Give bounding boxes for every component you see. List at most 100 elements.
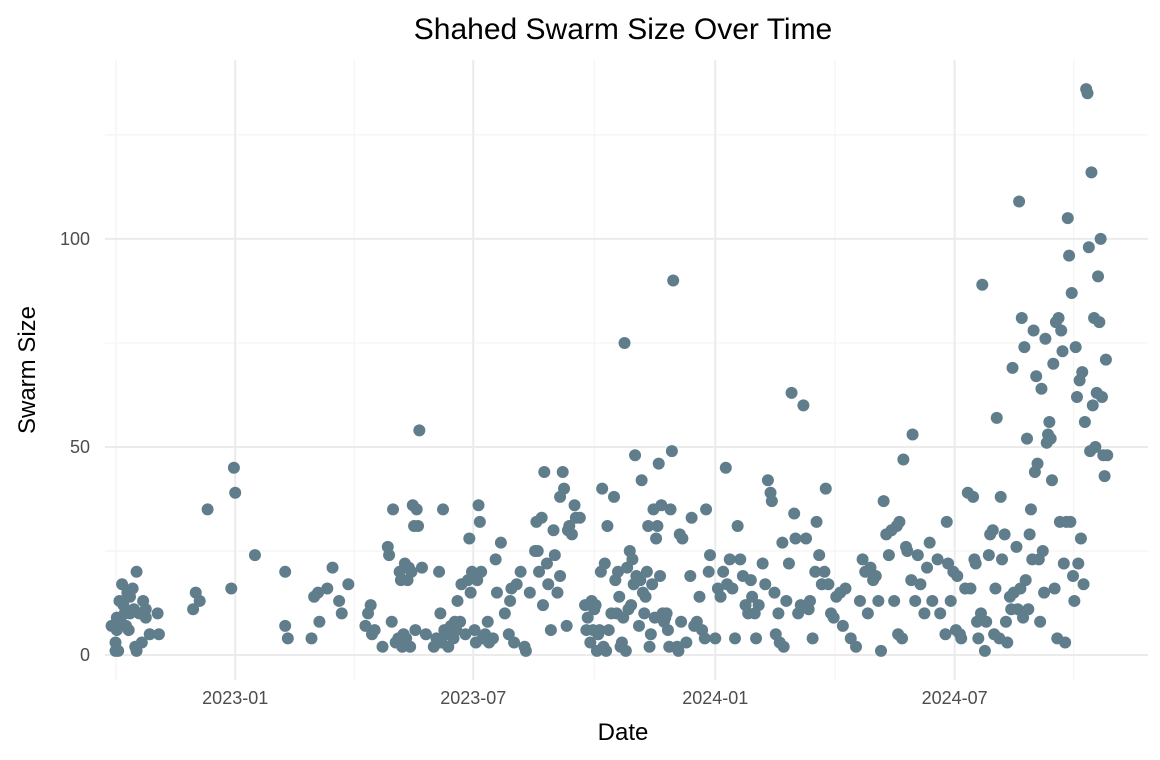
data-point [685, 511, 698, 524]
data-point [1061, 212, 1074, 225]
data-point [1001, 636, 1014, 649]
data-point [1064, 515, 1077, 528]
data-point [923, 536, 936, 549]
data-point [1101, 449, 1114, 462]
data-point [934, 607, 947, 620]
data-point [1031, 457, 1044, 470]
data-point [655, 499, 668, 512]
data-point [714, 590, 727, 603]
data-point [964, 582, 977, 595]
data-point [978, 644, 991, 657]
data-point [143, 628, 156, 641]
data-point [994, 490, 1007, 503]
data-point [1018, 341, 1031, 354]
data-point [684, 569, 697, 582]
data-point [672, 644, 685, 657]
data-point [385, 615, 398, 628]
data-point [1098, 470, 1111, 483]
x-tick-label: 2024-01 [682, 688, 748, 708]
data-point [734, 553, 747, 566]
data-point [584, 636, 597, 649]
data-point [596, 482, 609, 495]
data-point [618, 336, 631, 349]
data-point [893, 515, 906, 528]
data-point [593, 624, 606, 637]
data-point [1081, 87, 1094, 100]
data-point [187, 603, 200, 616]
data-point [409, 624, 422, 637]
data-point [531, 545, 544, 558]
x-tick-label: 2023-01 [202, 688, 268, 708]
data-point [112, 644, 125, 657]
data-point [797, 399, 810, 412]
data-point [376, 640, 389, 653]
data-point [523, 586, 536, 599]
data-point [1085, 166, 1098, 179]
data-point [921, 561, 934, 574]
data-point [719, 461, 732, 474]
data-point [667, 274, 680, 287]
data-point [744, 574, 757, 587]
data-point [839, 582, 852, 595]
data-point [836, 619, 849, 632]
data-point [665, 445, 678, 458]
data-point [519, 644, 532, 657]
data-point [547, 524, 560, 537]
data-point [130, 565, 143, 578]
chart-title: Shahed Swarm Size Over Time [414, 13, 833, 46]
data-point [387, 503, 400, 516]
data-point [1099, 353, 1112, 366]
data-point [473, 515, 486, 528]
data-point [359, 619, 372, 632]
x-tick-label: 2023-07 [440, 688, 506, 708]
data-point [598, 557, 611, 570]
data-point [782, 557, 795, 570]
data-point [487, 632, 500, 645]
data-point [1055, 324, 1068, 337]
data-point [1078, 416, 1091, 429]
data-point [872, 594, 885, 607]
data-point [454, 615, 467, 628]
data-point [926, 594, 939, 607]
data-point [1035, 382, 1048, 395]
data-point [1076, 366, 1089, 379]
data-point [548, 549, 561, 562]
data-point [542, 578, 555, 591]
data-point [625, 599, 638, 612]
x-axis-label: Date [598, 719, 649, 746]
data-point [1056, 345, 1069, 358]
data-point [918, 607, 931, 620]
data-point [1039, 332, 1052, 345]
data-point [698, 632, 711, 645]
data-point [600, 644, 613, 657]
data-point [193, 594, 206, 607]
data-point [640, 565, 653, 578]
data-point [1022, 603, 1035, 616]
data-point [723, 553, 736, 566]
data-point [750, 632, 763, 645]
data-point [1067, 569, 1080, 582]
data-point [508, 636, 521, 649]
data-point [638, 607, 651, 620]
data-point [756, 557, 769, 570]
data-point [581, 611, 594, 624]
data-point [312, 586, 325, 599]
data-point [888, 594, 901, 607]
data-point [765, 495, 778, 508]
data-point [536, 599, 549, 612]
data-points [105, 83, 1114, 657]
data-point [321, 582, 334, 595]
data-point [1038, 586, 1051, 599]
data-point [1052, 311, 1065, 324]
data-point [333, 594, 346, 607]
data-point [853, 594, 866, 607]
data-point [1013, 195, 1026, 208]
data-point [1044, 432, 1057, 445]
data-point [980, 615, 993, 628]
data-point [498, 607, 511, 620]
data-point [405, 565, 418, 578]
data-point [533, 565, 546, 578]
data-point [1006, 361, 1019, 374]
data-point [613, 590, 626, 603]
data-point [639, 590, 652, 603]
